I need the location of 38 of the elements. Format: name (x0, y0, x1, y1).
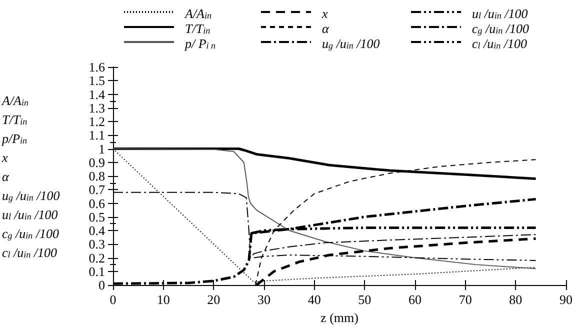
x-tick-label: 10 (156, 292, 170, 307)
text: A/Ain T/Tin p/Pin x α ug /uin /100 ul /uin /100 cg /uin /100 cl /uin /100 (2, 93, 60, 260)
legend-label: x (321, 6, 328, 21)
y-tick-label: 1.1 (88, 128, 105, 143)
y-tick-label: 1 (98, 141, 105, 156)
legend-label: α (322, 21, 330, 36)
y-tick-label: 0.1 (88, 264, 105, 279)
y-tick-label: 1.3 (88, 100, 105, 116)
legend-label: cg /uin /100 (472, 21, 530, 36)
legend-label: p/ Pi n (184, 36, 216, 51)
x-tick-label: 20 (207, 292, 220, 307)
y-tick-label: 1.4 (88, 86, 106, 102)
x-tick-label: 30 (258, 292, 270, 307)
legend-label: ug /uin /100 (322, 36, 380, 51)
x-tick-label: 0 (110, 292, 116, 307)
legend-label: T/Tin (185, 21, 211, 36)
x-tick-label: 90 (560, 292, 572, 307)
y-tick-label: 1.5 (88, 73, 105, 88)
legend-label: cl /uin /100 (472, 36, 528, 51)
legend-label: A/Ain (184, 6, 212, 21)
y-tick-label: 0.4 (88, 223, 106, 238)
y-tick-label: 1.6 (88, 60, 106, 74)
y-tick-label: 0.3 (88, 236, 105, 252)
x-tick-label: 70 (458, 292, 472, 307)
y-tick-label: 1.2 (88, 114, 105, 129)
y-tick-label: 0.2 (88, 250, 105, 266)
y-tick-label: 0.5 (88, 209, 105, 224)
y-tick-label: 0.9 (88, 154, 105, 170)
x-tick-label: 50 (358, 292, 372, 307)
x-tick-label: 80 (509, 292, 522, 307)
x-axis-title: z (mm) (320, 310, 358, 325)
y-tick-label: 0 (98, 278, 105, 292)
x-tick-label: 40 (308, 292, 321, 307)
y-tick-label: 0.8 (88, 168, 105, 184)
legend-label: ul /uin /100 (472, 6, 528, 21)
y-tick-label: 0.7 (88, 182, 106, 198)
x-tick-label: 60 (408, 292, 422, 307)
y-tick-label: 0.6 (88, 196, 106, 211)
